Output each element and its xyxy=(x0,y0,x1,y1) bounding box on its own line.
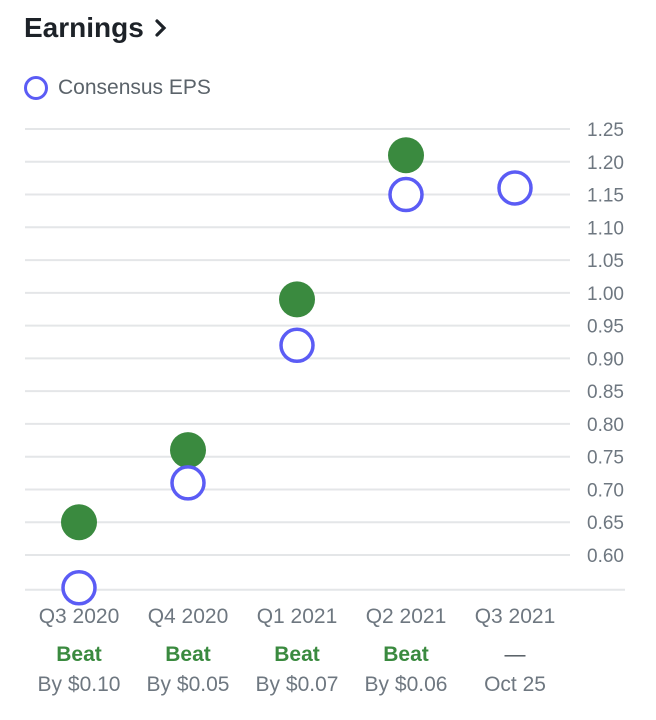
actual-eps-point xyxy=(279,281,315,318)
actual-eps-point xyxy=(61,504,97,541)
y-tick-label: 0.80 xyxy=(587,415,624,436)
y-tick-label: 0.60 xyxy=(587,546,624,567)
earnings-result-status: Beat xyxy=(383,643,429,666)
actual-eps-point xyxy=(388,137,424,174)
consensus-legend-marker xyxy=(24,76,48,100)
consensus-eps-point xyxy=(170,465,206,501)
y-tick-label: 0.85 xyxy=(587,382,624,403)
chevron-right-icon xyxy=(155,19,167,37)
page-title: Earnings xyxy=(24,12,144,43)
y-tick-label: 1.05 xyxy=(587,251,624,272)
y-tick-label: 0.65 xyxy=(587,513,624,534)
earnings-title-link[interactable]: Earnings xyxy=(24,12,168,44)
consensus-eps-point xyxy=(61,570,97,606)
consensus-eps-point xyxy=(388,176,424,213)
x-tick-label: Q3 2021 xyxy=(474,605,556,628)
legend-label: Consensus EPS xyxy=(58,76,211,99)
earnings-result-status: Beat xyxy=(274,643,320,666)
earnings-result-detail: By $0.07 xyxy=(255,673,339,696)
y-tick-label: 1.15 xyxy=(587,186,624,207)
y-tick-label: 0.70 xyxy=(587,480,624,501)
consensus-eps-point xyxy=(497,170,533,206)
x-tick-label: Q3 2020 xyxy=(38,605,120,628)
x-tick-label: Q1 2021 xyxy=(256,605,338,628)
y-tick-label: 1.00 xyxy=(587,284,624,305)
actual-eps-point xyxy=(170,432,206,469)
y-tick-label: 0.75 xyxy=(587,448,624,469)
y-tick-label: 0.90 xyxy=(587,349,624,370)
x-tick-label: Q2 2021 xyxy=(365,605,447,628)
x-tick-label: Q4 2020 xyxy=(147,605,229,628)
earnings-result-detail: Oct 25 xyxy=(484,673,546,696)
earnings-result-status: — xyxy=(504,643,526,666)
legend: Consensus EPS xyxy=(24,76,211,100)
earnings-result-status: Beat xyxy=(165,643,211,666)
y-tick-label: 1.25 xyxy=(587,120,624,141)
earnings-result-status: Beat xyxy=(56,643,102,666)
earnings-result-detail: By $0.06 xyxy=(364,673,448,696)
y-tick-label: 0.95 xyxy=(587,317,624,338)
y-tick-label: 1.20 xyxy=(587,153,624,174)
consensus-eps-point xyxy=(279,327,315,364)
earnings-result-detail: By $0.10 xyxy=(37,673,121,696)
y-tick-label: 1.10 xyxy=(587,218,624,239)
earnings-result-detail: By $0.05 xyxy=(146,673,230,696)
